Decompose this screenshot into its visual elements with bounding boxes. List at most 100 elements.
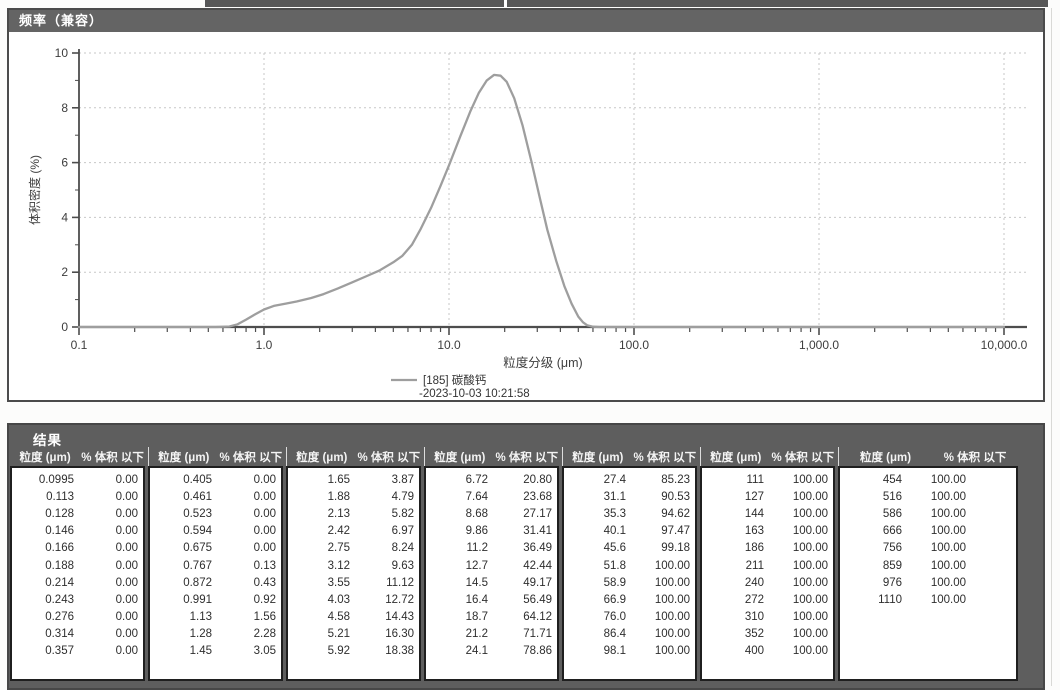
cell-size: 0.214 — [45, 576, 74, 589]
cell-percent: 2.28 — [253, 628, 276, 641]
cell-percent: 4.79 — [391, 490, 414, 503]
col-header-percent: % 体积 以下 — [219, 451, 283, 464]
cell-percent: 36.49 — [523, 542, 552, 555]
results-subtable: 0.0995 0.00 0.113 0.00 0.128 0.00 0.146 0.00 0.1… — [10, 466, 145, 681]
cell-size: 2.13 — [327, 507, 350, 520]
cell-percent: 9.63 — [391, 559, 414, 572]
col-header-percent: % 体积 以下 — [633, 451, 697, 464]
results-column-3: 粒度 (μm)% 体积 以下 1.65 3.87 1.88 4.79 2.13 5.82 2.… — [286, 447, 421, 681]
table-row: 352 100.00 — [702, 626, 833, 643]
cell-percent: 11.12 — [386, 576, 414, 589]
cell-percent: 31.41 — [523, 525, 552, 538]
cell-size: 66.9 — [603, 593, 626, 606]
cell-size: 18.7 — [465, 611, 488, 624]
col-header-size: 粒度 (μm) — [19, 451, 71, 464]
table-row: 1.45 3.05 — [150, 643, 281, 660]
cell-size: 0.767 — [183, 559, 212, 572]
cell-size: 352 — [744, 628, 764, 641]
table-row: 0.188 0.00 — [12, 557, 143, 574]
table-row: 98.1 100.00 — [564, 643, 695, 660]
cell-size: 0.314 — [45, 628, 74, 641]
cell-size: 4.03 — [327, 593, 350, 606]
cell-size: 31.1 — [603, 490, 626, 503]
cell-percent: 100.00 — [930, 525, 966, 538]
table-row: 0.872 0.43 — [150, 574, 281, 591]
cell-size: 0.128 — [45, 507, 74, 520]
table-row: 0.675 0.00 — [150, 540, 281, 557]
cell-size: 0.594 — [183, 525, 212, 538]
results-subtable: 0.405 0.00 0.461 0.00 0.523 0.00 0.594 0.00 0.67… — [148, 466, 283, 681]
cell-size: 111 — [746, 473, 764, 486]
results-column-header: 粒度 (μm) % 体积 以下 — [10, 447, 145, 466]
cell-size: 976 — [882, 576, 902, 589]
cell-percent: 0.00 — [115, 525, 138, 538]
cell-size: 40.1 — [603, 525, 626, 538]
cell-size: 666 — [882, 525, 902, 538]
table-row: 1110 100.00 — [840, 591, 1016, 608]
table-row: 0.113 0.00 — [12, 488, 143, 505]
legend-sample-label: [185] 碳酸钙 — [423, 373, 487, 387]
table-row: 186 100.00 — [702, 540, 833, 557]
table-row: 211 100.00 — [702, 557, 833, 574]
x-tick-label: 0.1 — [71, 338, 88, 352]
cell-percent: 100.00 — [792, 473, 828, 486]
cell-percent: 0.00 — [253, 507, 276, 520]
results-column-4: 粒度 (μm) % 体积 以下 6.72 20.80 7.64 23.68 8.68 27.1… — [424, 447, 559, 681]
cell-size: 2.75 — [327, 542, 350, 555]
table-row: 27.4 85.23 — [564, 471, 695, 488]
cell-percent: 0.00 — [253, 490, 276, 503]
cell-percent: 100.00 — [792, 628, 828, 641]
cell-percent: 49.17 — [523, 576, 552, 589]
table-row: 0.523 0.00 — [150, 505, 281, 522]
results-column-7: 粒度 (μm) % 体积 以下 454 100.00 516 100.00 586 100.0… — [838, 447, 1018, 681]
table-row: 3.12 9.63 — [288, 557, 419, 574]
cell-size: 11.2 — [466, 542, 488, 555]
cell-size: 272 — [744, 593, 764, 606]
table-row: 5.21 16.30 — [288, 626, 419, 643]
table-row: 12.7 42.44 — [426, 557, 557, 574]
cell-percent: 100.00 — [654, 559, 690, 572]
col-header-percent: % 体积 以下 — [943, 451, 1007, 464]
table-row: 18.7 64.12 — [426, 609, 557, 626]
cell-percent: 0.00 — [115, 645, 138, 658]
particle-size-distribution-chart: 0.1 1.0 10.0 100.0 1,000.0 10,000.0 0 2 4 6 8 10 体积密… — [9, 32, 1043, 400]
cell-size: 454 — [882, 473, 902, 486]
col-header-size: 粒度 (μm) — [434, 451, 486, 464]
table-row: 31.1 90.53 — [564, 488, 695, 505]
table-row: 66.9 100.00 — [564, 591, 695, 608]
cell-size: 0.461 — [183, 490, 212, 503]
cell-percent: 0.00 — [115, 507, 138, 520]
cell-percent: 16.30 — [385, 628, 414, 641]
page-edge-line — [1051, 8, 1052, 686]
cell-percent: 64.12 — [523, 611, 552, 624]
cell-size: 5.92 — [327, 645, 350, 658]
cell-percent: 3.05 — [253, 645, 276, 658]
cell-percent: 23.68 — [523, 490, 552, 503]
table-row: 14.5 49.17 — [426, 574, 557, 591]
y-tick-label: 10 — [55, 46, 69, 60]
cell-percent: 0.00 — [115, 576, 138, 589]
cell-size: 1.45 — [189, 645, 212, 658]
table-row: 11.2 36.49 — [426, 540, 557, 557]
table-row: 859 100.00 — [840, 557, 1016, 574]
table-row: 24.1 78.86 — [426, 643, 557, 660]
x-tick-label: 1,000.0 — [799, 338, 839, 352]
results-subtable: 1.65 3.87 1.88 4.79 2.13 5.82 2.42 6.97 2.75 8.24… — [286, 466, 421, 681]
cell-percent: 100.00 — [930, 473, 966, 486]
results-title: 结果 — [33, 433, 62, 448]
table-row: 240 100.00 — [702, 574, 833, 591]
cell-size: 51.8 — [603, 559, 626, 572]
cell-percent: 100.00 — [792, 576, 828, 589]
y-tick-label: 8 — [61, 101, 68, 115]
table-row: 0.357 0.00 — [12, 643, 143, 660]
cell-size: 211 — [745, 559, 764, 572]
cell-size: 5.21 — [327, 628, 350, 641]
cell-size: 45.6 — [603, 542, 626, 555]
col-header-size: 粒度 (μm) — [572, 451, 624, 464]
table-row: 516 100.00 — [840, 488, 1016, 505]
cell-percent: 56.49 — [523, 593, 552, 606]
cell-percent: 1.56 — [253, 611, 276, 624]
table-row: 0.314 0.00 — [12, 626, 143, 643]
frequency-panel-title: 频率（兼容） — [9, 10, 1043, 32]
results-column-header: 粒度 (μm) % 体积 以下 — [562, 447, 697, 466]
